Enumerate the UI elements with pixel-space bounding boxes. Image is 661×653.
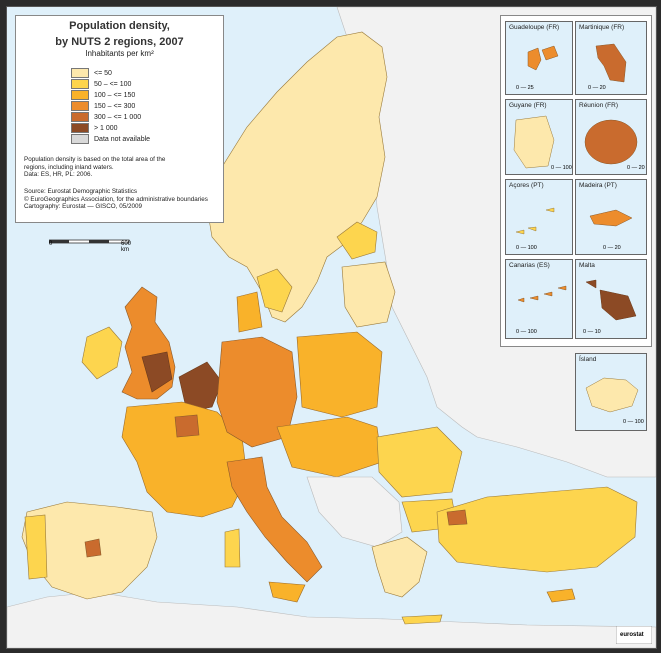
legend-item: <= 50 (71, 68, 112, 78)
region-france (121, 401, 248, 518)
inset-label: Guyane (FR) (509, 102, 547, 109)
region-denmark (236, 291, 263, 333)
eurostat-logo: eurostat (615, 625, 653, 645)
inset-label: Açores (PT) (509, 182, 544, 189)
legend-swatch (71, 79, 89, 89)
region-ireland (81, 326, 123, 380)
source-line: © EuroGeographics Association, for the a… (24, 195, 208, 203)
inset-acores-shape (515, 207, 555, 235)
region-turkey (436, 486, 638, 573)
region-greece (371, 536, 428, 598)
source-line: Source: Eurostat Demographic Statistics (24, 188, 138, 195)
legend-item: 50 – <= 100 (71, 79, 131, 89)
legend-label: 50 – <= 100 (94, 80, 132, 88)
legend-item: 150 – <= 300 (71, 101, 135, 111)
legend-label: > 1 000 (94, 124, 118, 132)
inset-scale-guadeloupe: 0 — 25 (516, 85, 534, 91)
region-cyprus (546, 588, 576, 603)
inset-madeira-shape (589, 209, 633, 227)
scale-end-label: 600 km (121, 241, 132, 253)
region-balkans (306, 476, 403, 548)
region-sweden-south (256, 268, 293, 313)
source-line: Cartography: Eurostat — GISCO, 05/2009 (24, 203, 142, 210)
legend-label: <= 50 (94, 69, 112, 77)
note-line: regions, including inland waters. (24, 163, 114, 171)
source-note: Source: Eurostat Demographic Statistics … (24, 188, 224, 211)
inset-scale-guyane: 0 — 100 (551, 165, 572, 171)
inset-island-shape (585, 377, 639, 413)
region-uk-south (141, 351, 173, 393)
region-sardinia (224, 528, 241, 568)
inset-canarias: Canarias (ES) (505, 259, 573, 339)
inset-island: Ísland (575, 353, 647, 431)
region-italy (226, 456, 323, 583)
legend-item: Data not available (71, 134, 150, 144)
legend-item: 300 – <= 1 000 (71, 112, 141, 122)
legend-swatch (71, 68, 89, 78)
legend-label: Data not available (94, 135, 151, 143)
region-madrid (84, 538, 102, 558)
inset-acores: Açores (PT) (505, 179, 573, 255)
inset-label: Madeira (PT) (579, 182, 617, 189)
inset-label: Ísland (579, 356, 597, 363)
inset-guadeloupe: Guadeloupe (FR) (505, 21, 573, 95)
inset-scale-malta: 0 — 10 (583, 329, 601, 335)
inset-label: Réunion (FR) (579, 102, 619, 109)
scale-start-label: 0 (49, 241, 53, 247)
region-baltics (341, 261, 396, 328)
region-romania (376, 426, 463, 498)
legend-label: 150 – <= 300 (94, 102, 136, 110)
density-note: Population density is based on the total… (24, 156, 224, 179)
legend-swatch (71, 101, 89, 111)
inset-label: Malta (579, 262, 595, 269)
note-line: Data: ES, HR, PL: 2006. (24, 171, 93, 178)
legend-swatch (71, 134, 89, 144)
note-line: Population density is based on the total… (24, 156, 166, 163)
inset-scale-martinique: 0 — 20 (588, 85, 606, 91)
inset-scale-reunion: 0 — 20 (627, 165, 645, 171)
inset-malta-shape (585, 279, 637, 321)
inset-scale-madeira: 0 — 20 (603, 245, 621, 251)
inset-malta: Malta (575, 259, 647, 339)
map-units: Inhabitants per km² (85, 49, 154, 58)
eurostat-logo-text: eurostat (620, 632, 644, 638)
inset-madeira: Madeira (PT) (575, 179, 647, 255)
scale-bar-graphic (48, 239, 130, 244)
inset-martinique: Martinique (FR) (575, 21, 647, 95)
legend-item: 100 – <= 150 (71, 90, 135, 100)
inset-martinique-shape (595, 43, 627, 83)
region-finland-south (336, 221, 378, 260)
inset-label: Martinique (FR) (579, 24, 625, 31)
region-istanbul (446, 509, 468, 526)
legend-item: > 1 000 (71, 123, 118, 133)
inset-reunion-shape (584, 119, 638, 165)
inset-guyane: Guyane (FR) (505, 99, 573, 175)
map-title-line1: Population density, (69, 20, 170, 32)
inset-guyane-shape (513, 115, 555, 169)
inset-guadeloupe-shape (527, 45, 559, 71)
legend-swatch (71, 90, 89, 100)
map-title-line2: by NUTS 2 regions, 2007 (55, 36, 184, 48)
inset-reunion: Réunion (FR) (575, 99, 647, 175)
inset-scale-canarias: 0 — 100 (516, 329, 537, 335)
legend-label: 100 – <= 150 (94, 91, 136, 99)
legend-swatch (71, 123, 89, 133)
region-scandinavia (206, 31, 388, 323)
region-poland (296, 331, 383, 418)
region-crete (401, 614, 443, 625)
inset-scale-acores: 0 — 100 (516, 245, 537, 251)
inset-scale-island: 0 — 100 (623, 419, 644, 425)
region-sicily (268, 581, 306, 603)
region-paris (174, 414, 200, 438)
legend-label: 300 – <= 1 000 (94, 113, 142, 121)
map-frame: Population density, by NUTS 2 regions, 2… (6, 6, 657, 649)
region-portugal (24, 514, 48, 580)
inset-label: Guadeloupe (FR) (509, 24, 560, 31)
inset-canarias-shape (517, 285, 567, 303)
legend-swatch (71, 112, 89, 122)
scale-bar: 0 600 km (48, 233, 139, 253)
inset-label: Canarias (ES) (509, 262, 550, 269)
legend-panel: Population density, by NUTS 2 regions, 2… (15, 15, 224, 223)
